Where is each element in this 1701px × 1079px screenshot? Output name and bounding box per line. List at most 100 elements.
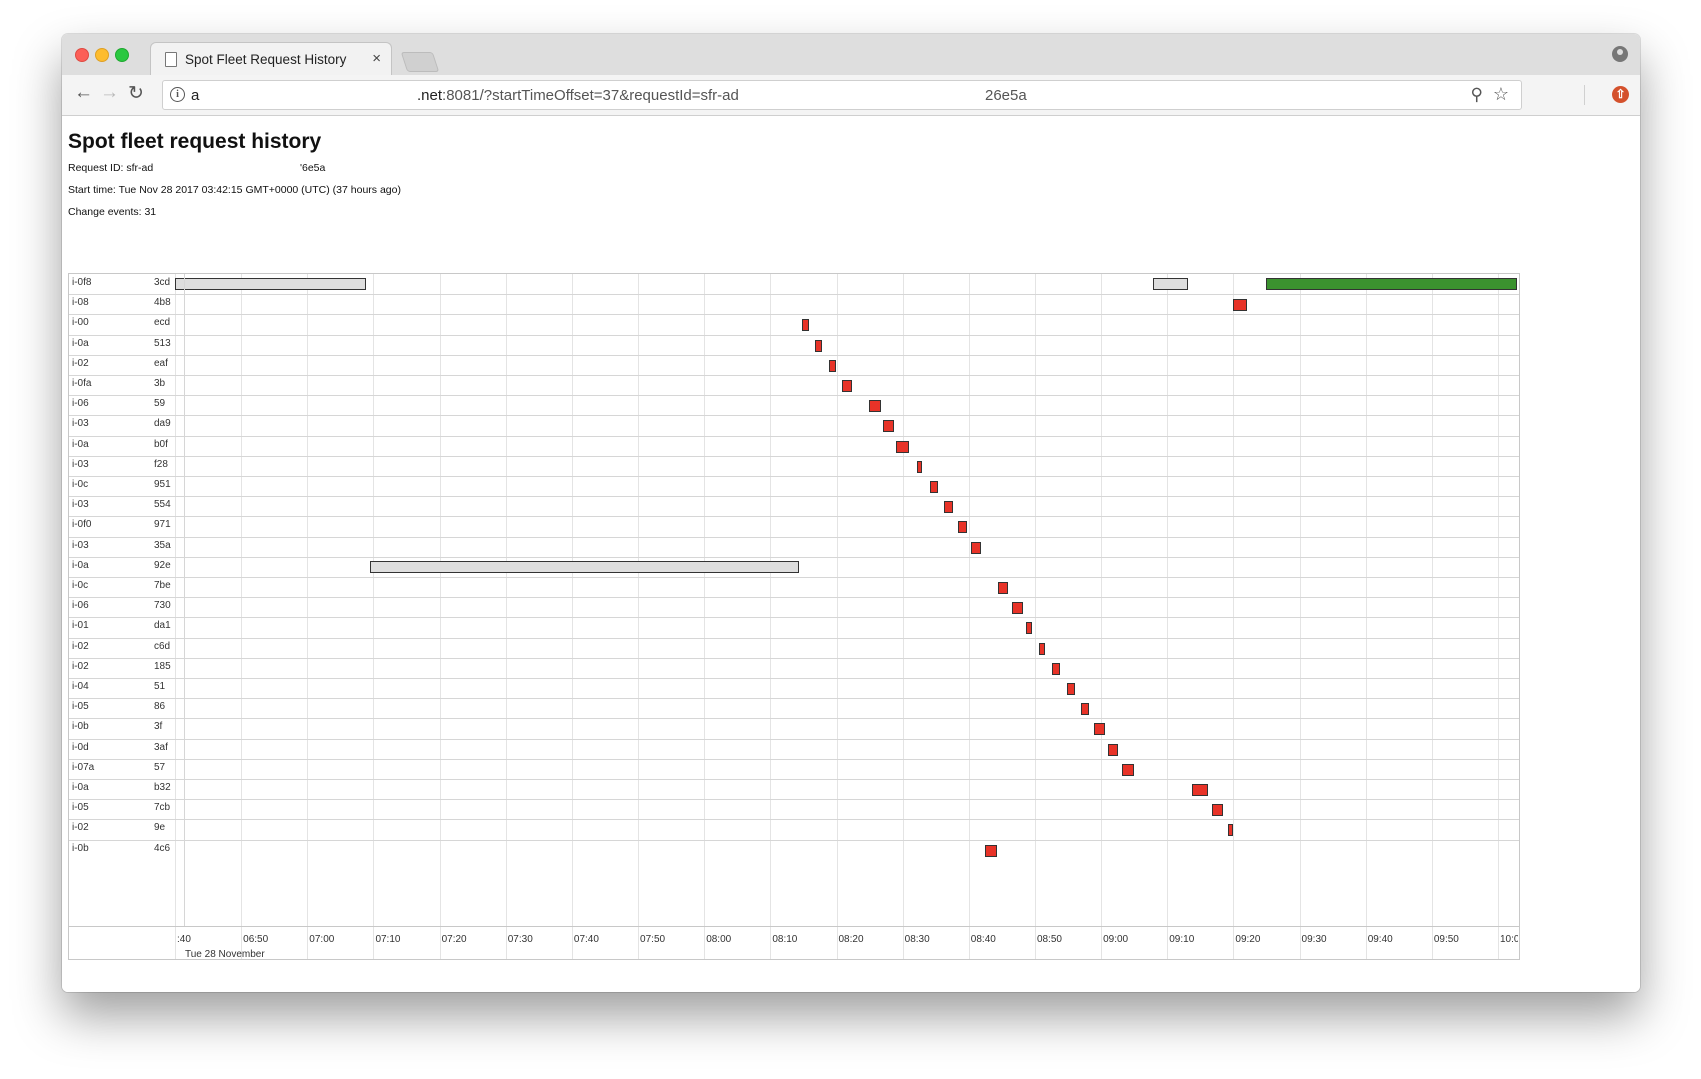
page-icon [165,52,177,67]
row-divider [69,435,1519,437]
axis-tick-label: 10:00 [1500,934,1518,945]
instance-id-suffix: 4c6 [154,842,171,854]
browser-window: Spot Fleet Request History × ← → ↻ i a .… [62,34,1640,992]
window-close-button[interactable] [75,48,89,62]
instance-bar-red[interactable] [1025,622,1032,635]
instance-bar-red[interactable] [944,501,953,514]
instance-id-prefix: i-0c [72,580,89,591]
grid-line [836,274,838,959]
instance-bar-red[interactable] [1121,763,1134,776]
row-divider [69,516,1519,518]
forward-icon[interactable]: → [100,82,119,103]
instance-bar-red[interactable] [868,400,881,413]
browser-tab[interactable]: Spot Fleet Request History × [150,42,392,76]
tab-title: Spot Fleet Request History [185,52,347,67]
instance-id-prefix: i-06 [72,600,89,612]
instance-bar-red[interactable] [828,359,836,372]
row-divider [69,799,1519,801]
instance-bar-red[interactable] [1052,662,1061,675]
instance-id-prefix: i-02 [72,822,89,834]
title-bar: Spot Fleet Request History × [62,34,1640,76]
instance-id-prefix: i-03 [72,458,89,470]
row-divider [69,334,1519,336]
instance-id-prefix: i-0a [72,438,89,450]
instance-bar-red[interactable] [1094,723,1106,736]
instance-bar-red[interactable] [1232,299,1247,312]
instance-bar-red[interactable] [815,339,822,352]
instance-bar-red[interactable] [1191,784,1209,796]
reload-icon[interactable]: ↻ [128,83,144,104]
axis-tick-label: :40 [177,934,191,945]
row-divider [69,617,1519,619]
instance-id-suffix: 92e [154,559,171,571]
profile-icon[interactable] [1612,46,1628,62]
window-maximize-button[interactable] [115,48,129,62]
grid-line [175,274,176,959]
instance-id-suffix: 554 [154,499,171,511]
instance-bar-red[interactable] [1228,824,1234,837]
instance-id-suffix: 9e [154,822,166,834]
instance-bar-red[interactable] [882,420,895,433]
instance-id-prefix: i-0f8 [72,277,92,288]
address-bar[interactable]: i a .net:8081/?startTimeOffset=37&reques… [162,80,1522,110]
instance-id-suffix: 513 [154,337,171,349]
axis-tick-label: 08:10 [772,934,798,945]
axis-tick-label: 06:50 [243,934,269,945]
instance-bar-red[interactable] [1038,642,1045,655]
instance-bar-grey[interactable] [370,560,799,573]
instance-id-prefix: i-06 [72,398,89,410]
grid-line [770,274,772,959]
zoom-icon[interactable]: ⚲ [1470,85,1483,104]
instance-bar-red[interactable] [997,582,1009,594]
instance-id-prefix: i-0c [72,479,89,490]
instance-id-suffix: c6d [154,640,171,652]
instance-id-prefix: i-02 [72,640,89,652]
axis-tick-label: 09:20 [1235,934,1261,945]
instance-id-suffix: da1 [154,620,171,632]
axis-tick-label: 07:40 [573,934,599,945]
instance-bar-red[interactable] [957,521,968,534]
axis-tick-label: 07:10 [375,934,401,945]
instance-bar-red[interactable] [985,844,997,857]
browser-toolbar: ← → ↻ i a .net:8081/?startTimeOffset=37&… [62,75,1640,116]
row-divider [69,678,1519,679]
instance-bar-red[interactable] [1212,804,1224,817]
axis-tick-label: 09:00 [1103,934,1129,945]
instance-bar-red[interactable] [971,541,981,554]
instance-bar-grey[interactable] [175,278,366,290]
instance-id-prefix: i-0d [72,741,89,753]
instance-id-prefix: i-0a [72,559,89,571]
bookmark-star-icon[interactable]: ☆ [1492,84,1509,104]
back-icon[interactable]: ← [74,82,93,103]
instance-bar-red[interactable] [1080,703,1090,716]
instance-bar-red[interactable] [842,380,852,392]
instance-bar-red[interactable] [930,481,938,493]
info-icon[interactable]: i [170,87,185,102]
new-tab-button[interactable] [400,52,440,72]
instance-id-suffix: ecd [154,317,171,329]
instance-bar-red[interactable] [1066,683,1075,695]
extension-icon[interactable]: ⇧ [1612,86,1629,103]
axis-tick-label: 08:30 [904,934,930,945]
axis-tick-label: 08:20 [838,934,864,945]
row-divider [69,395,1519,397]
grid-line [902,274,904,959]
instance-bar-red[interactable] [1011,602,1024,615]
instance-bar-grey[interactable] [1152,278,1189,290]
instance-bar-green[interactable] [1266,278,1517,290]
instance-bar-red[interactable] [802,319,809,332]
instance-id-suffix: b0f [154,438,168,450]
instance-id-suffix: 35a [154,539,171,551]
timeline-chart: :40 06:50 07:00 07:10 07:20 07:30 07:40 07:50 08… [68,273,1520,960]
axis-tick-label: 08:00 [706,934,732,945]
instance-bar-red[interactable] [896,440,910,453]
grid-line [505,274,507,959]
instance-id-prefix: i-02 [72,357,89,369]
instance-bar-red[interactable] [1107,743,1119,756]
instance-id-prefix: i-07a [72,761,95,773]
instance-id-suffix: 3b [154,378,166,389]
tab-close-icon[interactable]: × [372,50,381,67]
instance-bar-red[interactable] [916,460,923,473]
window-minimize-button[interactable] [95,48,109,62]
grid-line [1299,274,1301,959]
